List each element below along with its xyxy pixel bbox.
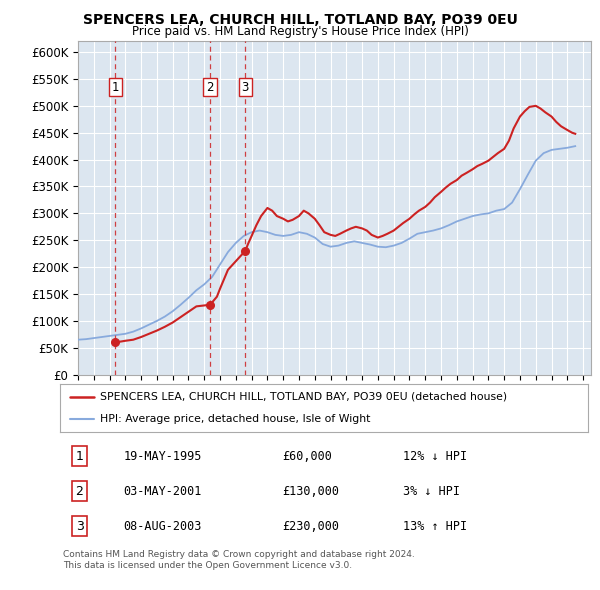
- Text: 19-MAY-1995: 19-MAY-1995: [124, 450, 202, 463]
- Text: 2: 2: [76, 484, 83, 498]
- Text: SPENCERS LEA, CHURCH HILL, TOTLAND BAY, PO39 0EU: SPENCERS LEA, CHURCH HILL, TOTLAND BAY, …: [83, 13, 517, 27]
- Text: 13% ↑ HPI: 13% ↑ HPI: [403, 520, 467, 533]
- Text: 1: 1: [76, 450, 83, 463]
- Text: This data is licensed under the Open Government Licence v3.0.: This data is licensed under the Open Gov…: [63, 560, 352, 569]
- Text: HPI: Average price, detached house, Isle of Wight: HPI: Average price, detached house, Isle…: [100, 414, 370, 424]
- Text: 3% ↓ HPI: 3% ↓ HPI: [403, 484, 460, 498]
- Text: 1: 1: [112, 80, 119, 93]
- Text: £130,000: £130,000: [282, 484, 339, 498]
- Text: £230,000: £230,000: [282, 520, 339, 533]
- Text: 12% ↓ HPI: 12% ↓ HPI: [403, 450, 467, 463]
- Text: Contains HM Land Registry data © Crown copyright and database right 2024.: Contains HM Land Registry data © Crown c…: [63, 550, 415, 559]
- Text: 2: 2: [206, 80, 214, 93]
- Text: 08-AUG-2003: 08-AUG-2003: [124, 520, 202, 533]
- Text: £60,000: £60,000: [282, 450, 332, 463]
- Text: 03-MAY-2001: 03-MAY-2001: [124, 484, 202, 498]
- Text: 3: 3: [76, 520, 83, 533]
- Text: Price paid vs. HM Land Registry's House Price Index (HPI): Price paid vs. HM Land Registry's House …: [131, 25, 469, 38]
- Text: 3: 3: [241, 80, 249, 93]
- Text: SPENCERS LEA, CHURCH HILL, TOTLAND BAY, PO39 0EU (detached house): SPENCERS LEA, CHURCH HILL, TOTLAND BAY, …: [100, 392, 507, 402]
